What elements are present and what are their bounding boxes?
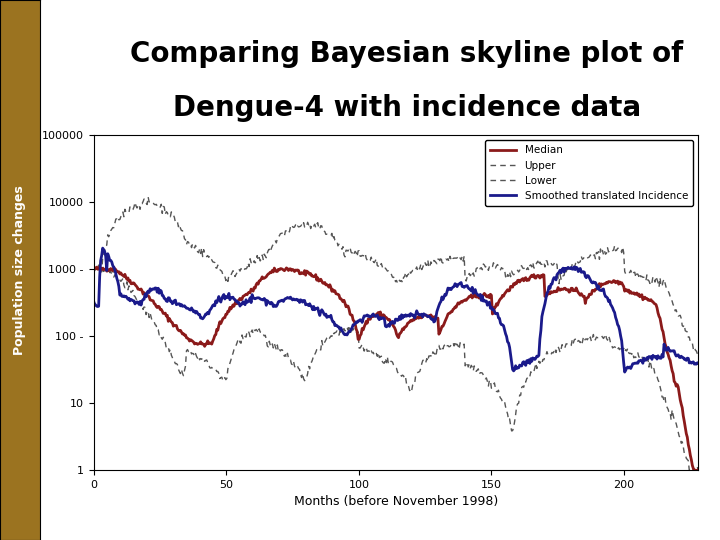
Median: [494, 299, 503, 306]
Lower: [364, 348, 372, 354]
Lower: [89, 266, 98, 272]
Upper: [144, 194, 153, 200]
Lower: [246, 333, 254, 340]
Median: [246, 289, 254, 296]
Upper: [446, 256, 455, 262]
Upper: [89, 264, 98, 271]
Text: Population size changes: Population size changes: [13, 185, 27, 355]
Smoothed translated Incidence: [246, 294, 254, 301]
Smoothed translated Incidence: [99, 245, 107, 251]
Lower: [197, 356, 206, 362]
Smoothed translated Incidence: [89, 298, 98, 305]
Upper: [494, 262, 503, 269]
Line: Smoothed translated Incidence: Smoothed translated Incidence: [94, 248, 698, 372]
Smoothed translated Incidence: [364, 313, 372, 320]
Legend: Median, Upper, Lower, Smoothed translated Incidence: Median, Upper, Lower, Smoothed translate…: [485, 140, 693, 206]
Median: [89, 265, 98, 272]
Upper: [246, 255, 254, 262]
Lower: [99, 262, 107, 268]
Lower: [694, 467, 703, 473]
Lower: [446, 342, 455, 348]
Upper: [693, 350, 702, 357]
Line: Lower: Lower: [94, 265, 698, 471]
Lower: [494, 387, 503, 394]
Upper: [197, 245, 206, 251]
Smoothed translated Incidence: [446, 286, 455, 293]
Upper: [694, 350, 703, 357]
Lower: [692, 468, 701, 475]
Smoothed translated Incidence: [546, 285, 554, 292]
Line: Median: Median: [94, 267, 698, 471]
Median: [546, 291, 554, 297]
Smoothed translated Incidence: [621, 369, 629, 375]
Upper: [546, 259, 554, 266]
Smoothed translated Incidence: [494, 315, 503, 321]
X-axis label: Months (before November 1998): Months (before November 1998): [294, 495, 498, 508]
Median: [95, 264, 104, 271]
Smoothed translated Incidence: [694, 360, 703, 367]
Median: [364, 316, 372, 322]
Lower: [546, 351, 554, 357]
Median: [694, 466, 703, 472]
Text: Comparing Bayesian skyline plot of: Comparing Bayesian skyline plot of: [130, 40, 683, 68]
Upper: [364, 259, 372, 265]
Text: Dengue-4 with incidence data: Dengue-4 with incidence data: [173, 94, 641, 122]
Median: [692, 468, 701, 474]
Smoothed translated Incidence: [197, 315, 206, 321]
Line: Upper: Upper: [94, 197, 698, 354]
Median: [446, 308, 455, 315]
Median: [197, 341, 206, 347]
